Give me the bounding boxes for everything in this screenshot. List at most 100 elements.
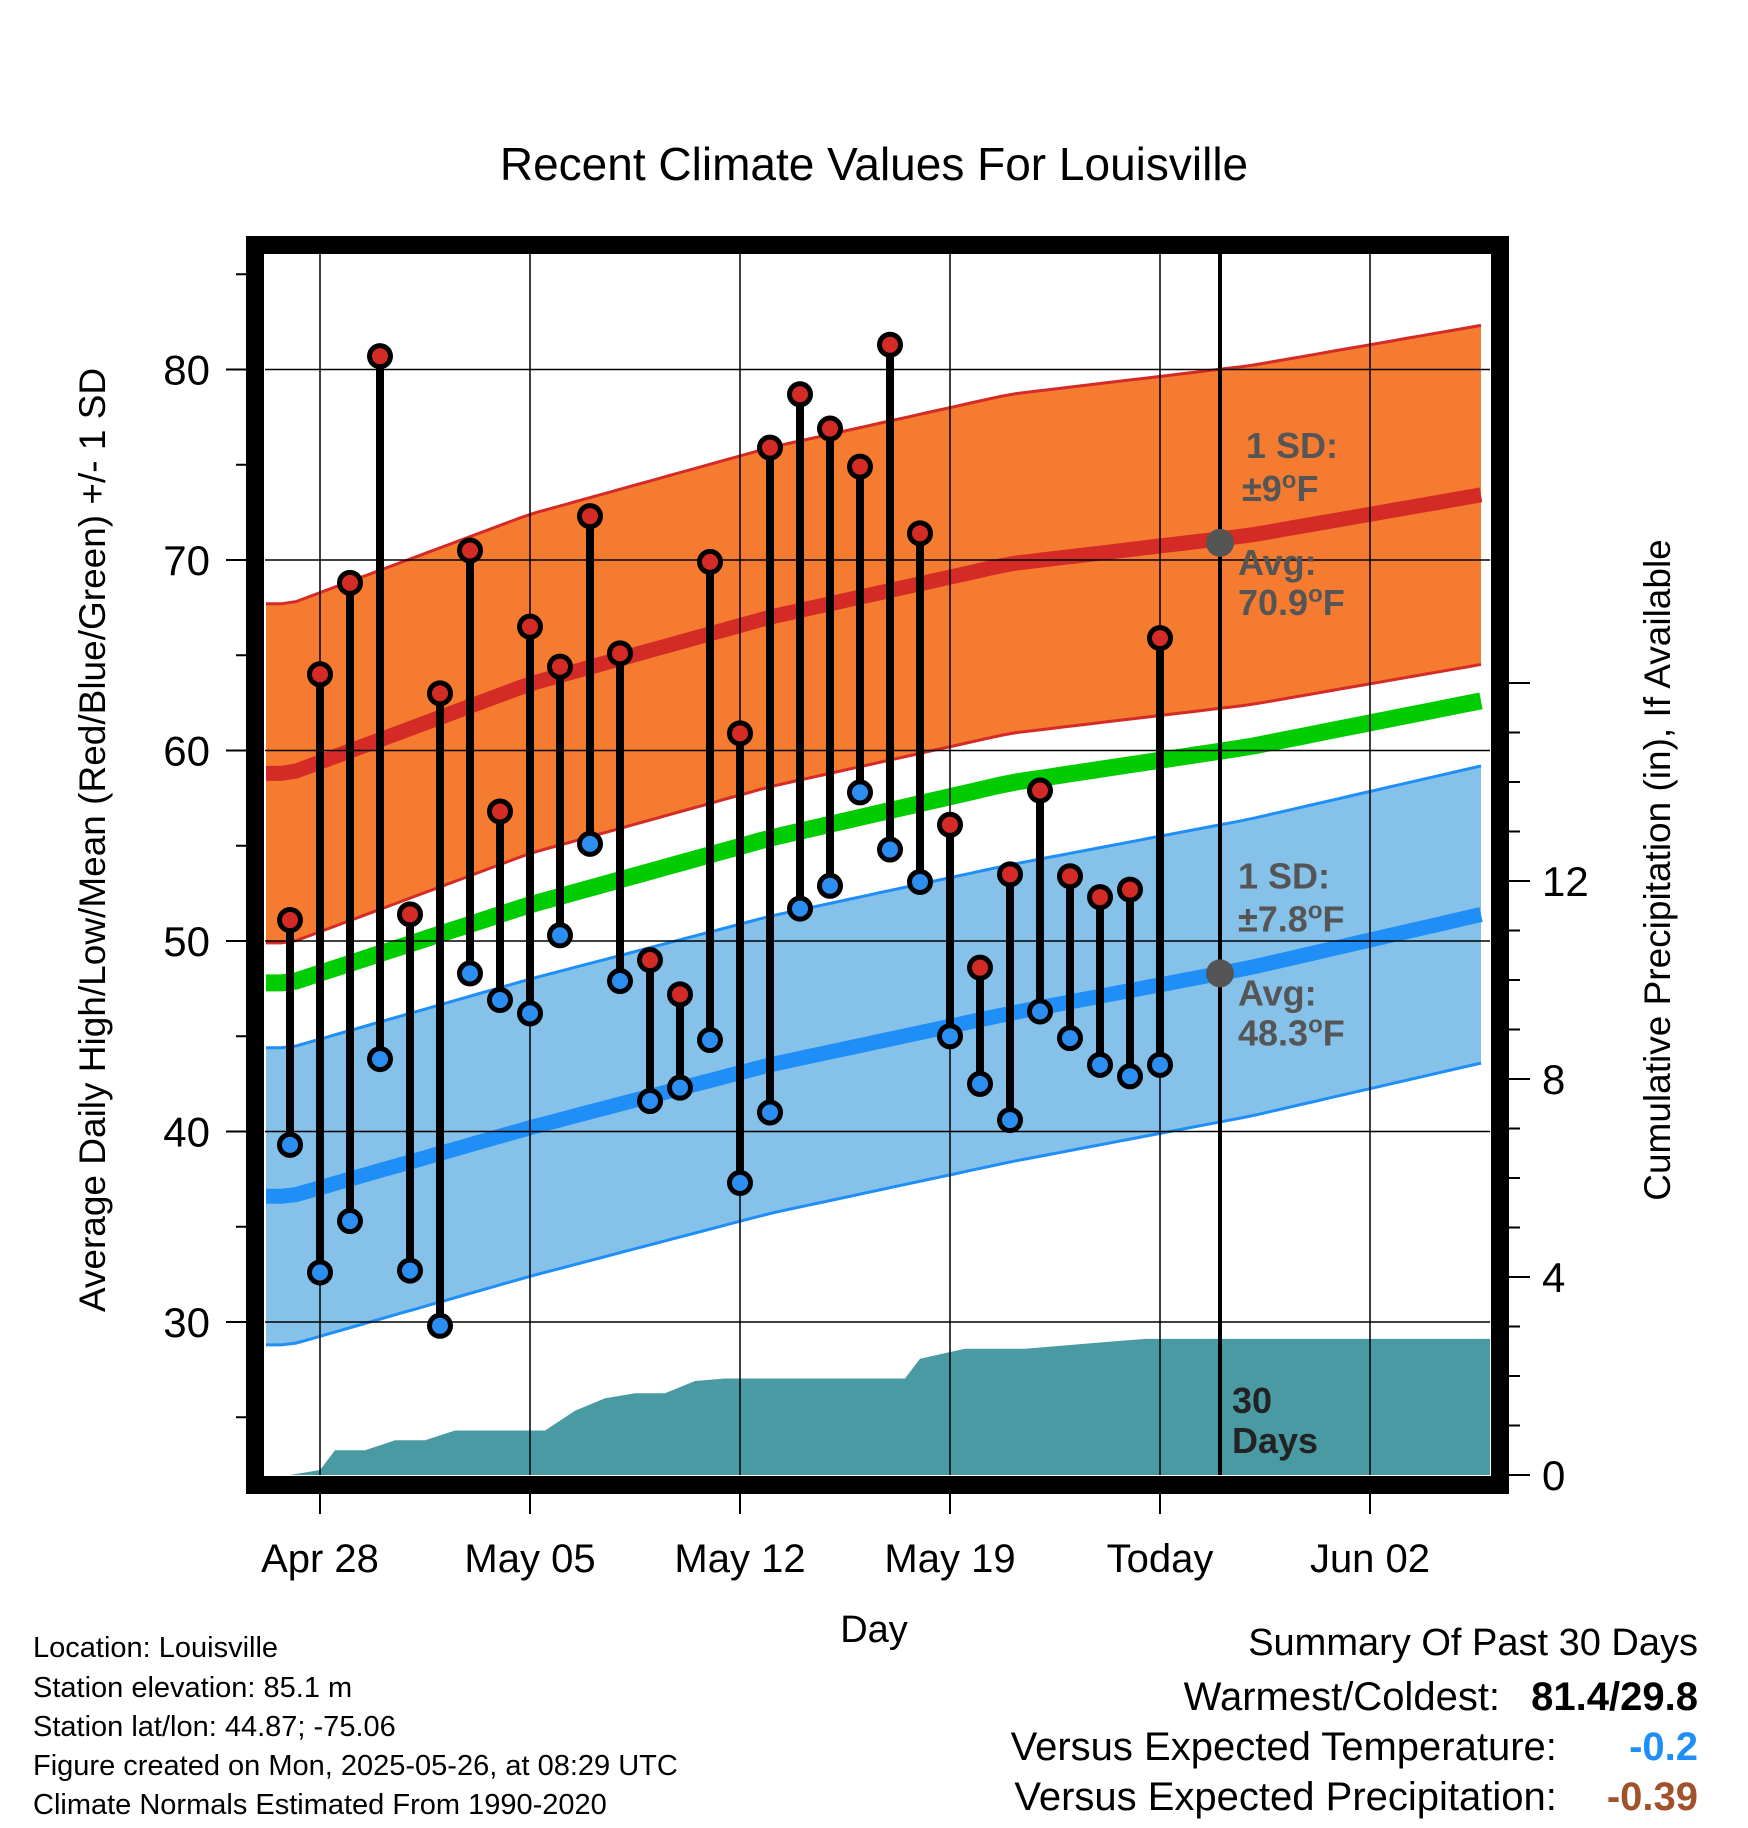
daily-low-point bbox=[847, 779, 873, 806]
daily-low-point bbox=[1117, 1063, 1143, 1090]
daily-high-point bbox=[1027, 777, 1053, 804]
period-label: 30 bbox=[1232, 1380, 1272, 1421]
high-sd-band-upper-edge bbox=[266, 323, 1482, 606]
daily-low-point bbox=[757, 1099, 783, 1126]
summary-title: Summary Of Past 30 Days bbox=[1248, 1622, 1698, 1664]
today-high-avg-point bbox=[1206, 528, 1234, 557]
daily-high-point bbox=[487, 798, 513, 825]
daily-high-point bbox=[667, 981, 693, 1008]
high-sd-value: ±9oF bbox=[1242, 466, 1318, 509]
daily-low-point bbox=[1087, 1051, 1113, 1078]
x-tick-label: Apr 28 bbox=[261, 1537, 379, 1581]
info-elevation: Station elevation: 85.1 m bbox=[33, 1672, 353, 1704]
daily-low-point bbox=[397, 1257, 423, 1284]
daily-low-point bbox=[937, 1023, 963, 1050]
low-sd-band bbox=[266, 765, 1481, 1345]
low-sd-band-upper-edge bbox=[266, 764, 1482, 1050]
y-tick-label: 80 bbox=[163, 347, 210, 394]
daily-low-point bbox=[577, 830, 603, 857]
temp-value: -0.2 bbox=[1629, 1725, 1698, 1769]
warm-cold-label: Warmest/Coldest: bbox=[1183, 1675, 1501, 1719]
daily-high-point bbox=[817, 415, 843, 442]
daily-low-point bbox=[697, 1027, 723, 1054]
daily-low-point bbox=[997, 1107, 1023, 1134]
summary-precip: Versus Expected Precipitation: -0.39 bbox=[1014, 1775, 1698, 1820]
high-sd-label: 1 SD: bbox=[1246, 425, 1338, 466]
daily-high-point bbox=[337, 569, 363, 596]
daily-low-point bbox=[907, 868, 933, 895]
high-avg-value: 70.9oF bbox=[1238, 580, 1345, 623]
daily-high-point bbox=[697, 548, 723, 575]
daily-low-point bbox=[607, 968, 633, 995]
daily-low-point bbox=[487, 987, 513, 1014]
daily-low-point bbox=[277, 1131, 303, 1158]
y-tick-label: 60 bbox=[163, 728, 210, 775]
y-tick-label: 50 bbox=[163, 918, 210, 965]
daily-high-point bbox=[517, 613, 543, 640]
low-sd-value: ±7.8oF bbox=[1238, 897, 1344, 940]
daily-high-point bbox=[1117, 876, 1143, 903]
y-right-tick-label: 12 bbox=[1542, 858, 1589, 905]
y-axis-label: Average Daily High/Low/Mean (Red/Blue/Gr… bbox=[72, 368, 113, 1312]
y-right-tick-label: 8 bbox=[1542, 1056, 1565, 1103]
x-tick-label: Jun 02 bbox=[1310, 1537, 1430, 1581]
daily-low-point bbox=[817, 872, 843, 899]
daily-high-point bbox=[1147, 625, 1173, 652]
daily-high-point bbox=[637, 947, 663, 974]
daily-low-point bbox=[1027, 998, 1053, 1025]
x-tick-label: Today bbox=[1107, 1537, 1214, 1581]
daily-low-point bbox=[307, 1259, 333, 1286]
info-normals: Climate Normals Estimated From 1990-2020 bbox=[33, 1789, 607, 1821]
precip-label: Versus Expected Precipitation: bbox=[1014, 1775, 1557, 1819]
daily-low-point bbox=[337, 1208, 363, 1235]
daily-low-point bbox=[1057, 1025, 1083, 1052]
normal-low-line bbox=[266, 907, 1483, 1204]
daily-low-point bbox=[1147, 1051, 1173, 1078]
daily-high-point bbox=[1087, 884, 1113, 911]
daily-high-point bbox=[547, 653, 573, 680]
today-low-avg-point bbox=[1206, 959, 1234, 988]
daily-low-point bbox=[787, 895, 813, 922]
daily-high-point bbox=[997, 861, 1023, 888]
x-tick-label: May 05 bbox=[464, 1537, 595, 1581]
y-tick-label: 30 bbox=[163, 1299, 210, 1346]
daily-high-point bbox=[427, 680, 453, 707]
high-sd-band bbox=[266, 325, 1481, 943]
daily-high-point bbox=[277, 907, 303, 934]
period-label-days: Days bbox=[1232, 1420, 1318, 1461]
high-avg-label: Avg: bbox=[1238, 542, 1317, 583]
summary-warm-cold: Warmest/Coldest: 81.4/29.8 bbox=[1184, 1675, 1698, 1720]
daily-high-point bbox=[787, 381, 813, 408]
daily-high-point bbox=[607, 640, 633, 667]
daily-high-point bbox=[847, 453, 873, 480]
low-sd-band-lower-edge bbox=[266, 1061, 1482, 1347]
info-latlon: Station lat/lon: 44.87; -75.06 bbox=[33, 1711, 396, 1743]
daily-high-point bbox=[877, 331, 903, 358]
daily-high-point bbox=[757, 434, 783, 461]
x-tick-label: May 12 bbox=[674, 1537, 805, 1581]
x-tick-label: May 19 bbox=[884, 1537, 1015, 1581]
low-sd-label: 1 SD: bbox=[1238, 855, 1330, 896]
info-location: Location: Louisville bbox=[33, 1632, 279, 1664]
low-avg-value: 48.3oF bbox=[1238, 1011, 1345, 1054]
plot-frame bbox=[246, 236, 1509, 1494]
plot-content bbox=[265, 245, 1490, 1475]
daily-low-point bbox=[637, 1088, 663, 1115]
daily-low-point bbox=[517, 1000, 543, 1027]
low-avg-label: Avg: bbox=[1238, 972, 1317, 1013]
daily-high-point bbox=[367, 343, 393, 370]
daily-high-point bbox=[457, 537, 483, 564]
warm-cold-value: 81.4/29.8 bbox=[1531, 1675, 1698, 1719]
daily-low-point bbox=[877, 836, 903, 863]
summary-temp: Versus Expected Temperature: -0.2 bbox=[1011, 1725, 1698, 1770]
y-axis-right-label: Cumulative Precipitation (in), If Availa… bbox=[1637, 539, 1678, 1201]
y-tick-label: 40 bbox=[163, 1109, 210, 1156]
daily-high-point bbox=[967, 954, 993, 981]
precip-area bbox=[290, 1338, 1490, 1475]
daily-low-point bbox=[457, 960, 483, 987]
info-created: Figure created on Mon, 2025-05-26, at 08… bbox=[33, 1750, 678, 1782]
temp-label: Versus Expected Temperature: bbox=[1010, 1725, 1557, 1769]
daily-low-point bbox=[967, 1070, 993, 1097]
